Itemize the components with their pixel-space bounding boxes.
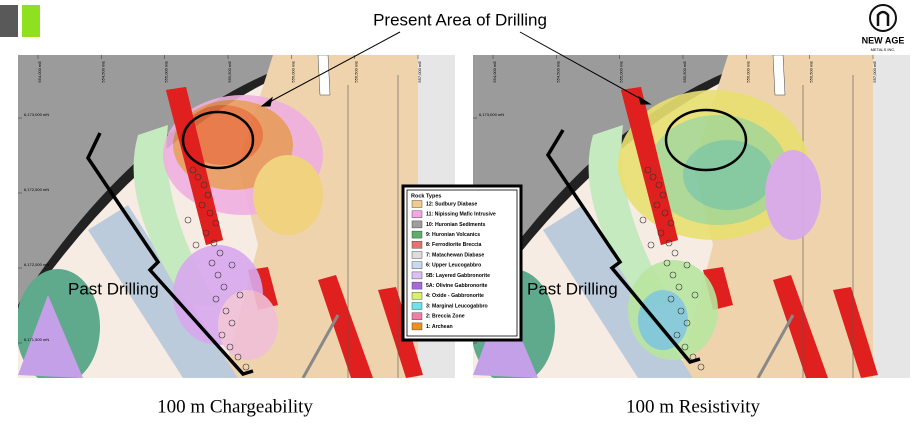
- legend-swatch: [411, 230, 423, 239]
- legend-swatch: [411, 302, 423, 310]
- easting-label: 557,000 mE: [872, 61, 877, 83]
- northing-label: 6,171,000 mN: [24, 412, 49, 417]
- legend-swatch: [411, 281, 423, 290]
- easting-label: 554,000 mE: [37, 61, 42, 83]
- legend-label: 6: Upper Leucogabbro: [426, 263, 481, 269]
- legend-swatch: [411, 241, 423, 249]
- logo-subtitle: METALS INC.: [871, 47, 896, 52]
- legend-swatch: [411, 220, 423, 229]
- legend-label: 8: Ferrodiorite Breccia: [426, 242, 481, 248]
- map-caption: 100 m Resistivity: [626, 396, 761, 417]
- easting-label: 555,000 mE: [619, 61, 624, 83]
- northing-label: 6,172,500 mN: [24, 187, 49, 192]
- logo: NEW AGE METALS INC.: [862, 4, 905, 52]
- easting-label: 554,500 mE: [100, 61, 105, 83]
- easting-label: 555,000 mE: [164, 61, 169, 83]
- map: 554,000 mE 554,500 mE 555,000 mE 555,500 mE…: [473, 55, 910, 417]
- legend-swatch: [411, 292, 423, 300]
- legend-swatch: [411, 200, 423, 208]
- legend-label: 10: Huronian Sediments: [426, 222, 485, 228]
- easting-label: 555,500 mE: [227, 61, 232, 83]
- map-annotation: Past Drilling: [527, 279, 618, 298]
- legend-label: 5A: Olivine Gabbronorite: [426, 283, 488, 289]
- legend-label: 7: Matachewan Diabase: [426, 252, 484, 258]
- northing-label: 6,173,000 mN: [479, 112, 504, 117]
- accent-square: [22, 5, 40, 37]
- northing-label: 6,171,500 mN: [24, 337, 49, 342]
- legend-label: 3: Marginal Leucogabbro: [426, 303, 488, 309]
- northing-label: 6,172,000 mN: [24, 262, 49, 267]
- legend: Rock Types 12: Sudbury Diabase 11: Nipiss…: [401, 184, 523, 342]
- easting-label: 556,500 mE: [809, 61, 814, 83]
- legend-label: 11: Nipissing Mafic Intrusive: [426, 212, 496, 218]
- accent-square: [0, 5, 18, 37]
- map-annotation: Past Drilling: [68, 279, 159, 298]
- northing-label: 6,173,000 mN: [24, 112, 49, 117]
- legend-label: 5B: Layered Gabbronorite: [426, 273, 490, 279]
- legend-label: 12: Sudbury Diabase: [426, 201, 477, 207]
- easting-label: 557,000 mE: [417, 61, 422, 83]
- map-caption: 100 m Chargeability: [157, 396, 313, 417]
- legend-swatch: [411, 251, 423, 259]
- legend-title: Rock Types: [411, 193, 441, 199]
- easting-label: 556,000 mE: [745, 61, 750, 83]
- easting-label: 554,500 mE: [555, 61, 560, 83]
- easting-label: 554,000 mE: [492, 61, 497, 83]
- drilling-markers: [85, 31, 748, 376]
- easting-label: 555,500 mE: [682, 61, 687, 83]
- legend-swatch: [411, 312, 423, 320]
- slide-title: Present Area of Drilling: [373, 10, 547, 29]
- legend-swatch: [411, 322, 423, 331]
- easting-label: 556,000 mE: [290, 61, 295, 83]
- northing-label: 6,171,000 mN: [479, 412, 504, 417]
- legend-swatch: [411, 271, 423, 280]
- logo-name: NEW AGE: [862, 35, 905, 45]
- legend-label: 1: Archean: [426, 324, 453, 330]
- map: 554,000 mE 554,500 mE 555,000 mE 555,500 mE…: [18, 55, 455, 417]
- legend-swatch: [411, 261, 423, 269]
- legend-swatch: [411, 210, 423, 218]
- legend-label: 9: Huronian Volcanics: [426, 232, 480, 238]
- easting-label: 556,500 mE: [354, 61, 359, 83]
- legend-label: 2: Breccia Zone: [426, 314, 465, 320]
- legend-label: 4: Oxide - Gabbronorite: [426, 293, 484, 299]
